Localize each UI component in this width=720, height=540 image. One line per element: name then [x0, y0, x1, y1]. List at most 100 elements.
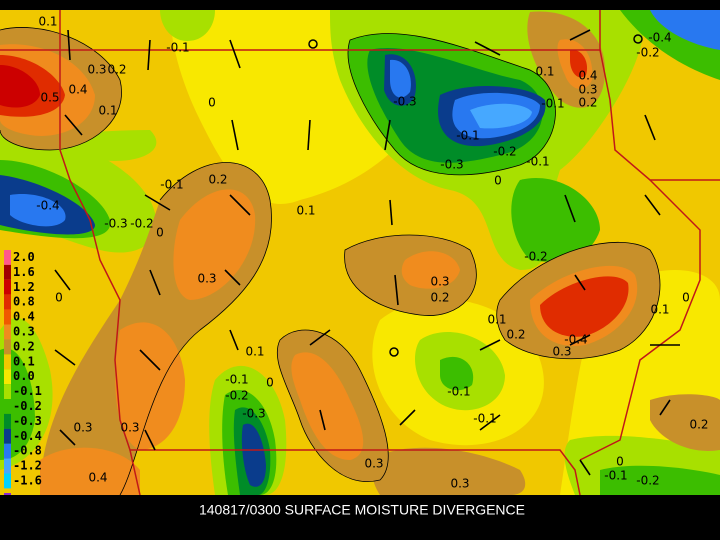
- contour-label: 0: [208, 96, 216, 110]
- zone: [0, 65, 40, 108]
- zone: [511, 178, 600, 262]
- legend-label: 0.3: [13, 324, 35, 338]
- legend-label: -1.2: [13, 459, 42, 473]
- contour-label: -0.1: [160, 178, 183, 192]
- zone: [600, 465, 720, 495]
- wind-barb: [64, 114, 83, 136]
- legend-swatch: [4, 384, 11, 399]
- isolines: [0, 27, 661, 496]
- state-border: [599, 49, 720, 181]
- contour-label: -0.2: [493, 145, 516, 159]
- contour-label: -0.2: [225, 389, 248, 403]
- state-borders: [0, 10, 720, 496]
- zone: [540, 276, 629, 337]
- wind-barb: [147, 39, 151, 71]
- contour-label: -0.2: [130, 217, 153, 231]
- wind-barb: [229, 39, 241, 69]
- legend-label: -0.2: [13, 399, 42, 413]
- contour-label: 0.2: [107, 63, 126, 77]
- contour-label: 0.3: [197, 272, 216, 286]
- contour-label: -0.1: [541, 97, 564, 111]
- wind-barb: [564, 194, 576, 223]
- wind-barb: [579, 459, 591, 476]
- contour-label: -0.3: [104, 217, 127, 231]
- contour-label: 0.3: [430, 275, 449, 289]
- contour-label: 0.4: [88, 471, 107, 485]
- wind-barb: [569, 29, 591, 41]
- contour-label: -0.1: [225, 373, 248, 387]
- contour-labels: 0.1 -0.1 0.3 0.2 0.5 0.4 0.1 0 -0.3 -0.1…: [36, 15, 708, 491]
- contour-label: 0.3: [364, 457, 383, 471]
- legend-swatch: [4, 413, 11, 429]
- wind-barb: [139, 349, 161, 371]
- zone: [160, 10, 215, 41]
- contour-label: -0.3: [393, 95, 416, 109]
- contour-label: 0.4: [68, 83, 87, 97]
- wind-barb: [394, 274, 399, 306]
- zone: [40, 447, 140, 495]
- isoline: [344, 234, 477, 316]
- calm-marker: [308, 39, 318, 49]
- legend-swatch: [4, 399, 11, 414]
- contour-label: 0.1: [245, 345, 264, 359]
- isoline: [276, 329, 389, 482]
- zone: [650, 10, 720, 50]
- wind-barb: [479, 339, 501, 351]
- contour-label: 0.1: [38, 15, 57, 29]
- wind-barb: [144, 194, 171, 211]
- contour-label: 0.1: [487, 313, 506, 327]
- wind-barb: [59, 429, 76, 446]
- legend-label: -0.3: [13, 414, 42, 428]
- contour-label: -0.4: [36, 199, 59, 213]
- contour-label: 0.3: [87, 63, 106, 77]
- contour-label: 0.2: [430, 291, 449, 305]
- calm-marker: [389, 347, 399, 357]
- legend-swatch: [4, 250, 11, 265]
- wind-barb: [229, 194, 251, 216]
- legend-swatch: [4, 369, 11, 385]
- state-border: [129, 449, 141, 496]
- legend-swatch: [4, 264, 11, 280]
- wind-barb: [644, 114, 656, 141]
- contour-label: -0.1: [473, 412, 496, 426]
- zone: [291, 352, 364, 460]
- isoline: [0, 27, 122, 151]
- wind-barb: [307, 119, 311, 151]
- legend-label: 0.4: [13, 310, 35, 324]
- legend-swatch: [4, 443, 11, 459]
- isoline: [496, 242, 661, 360]
- legend-label: -0.4: [13, 429, 42, 443]
- wind-barb: [574, 274, 586, 291]
- contour-label: 0: [682, 291, 690, 305]
- zone: [372, 447, 526, 495]
- contour-label: 0.1: [650, 303, 669, 317]
- contour-label: 0.4: [578, 69, 597, 83]
- contour-label: -0.1: [456, 129, 479, 143]
- wind-barb: [644, 194, 661, 216]
- legend-swatch: [4, 279, 11, 295]
- map-title: 140817/0300 SURFACE MOISTURE DIVERGENCE: [199, 502, 525, 518]
- wind-barb: [319, 409, 326, 431]
- contour-label: -0.1: [447, 385, 470, 399]
- legend-swatch: [4, 473, 11, 489]
- contour-label: -0.2: [636, 46, 659, 60]
- contour-label: -0.4: [648, 31, 671, 45]
- legend-swatch: [4, 309, 11, 325]
- zone: [10, 194, 66, 227]
- wind-barb: [569, 334, 591, 346]
- wind-barb: [474, 41, 501, 56]
- contour-label: -0.1: [166, 41, 189, 55]
- contour-label: -0.1: [604, 469, 627, 483]
- legend-label: -0.1: [13, 384, 42, 398]
- contour-label: -0.1: [526, 155, 549, 169]
- legend-label: 0.8: [13, 295, 35, 309]
- isoline: [119, 162, 272, 496]
- legend-swatch: [4, 324, 11, 340]
- legend-swatch: [4, 458, 11, 474]
- contour-label: 0.3: [552, 345, 571, 359]
- contour-label: 0.3: [578, 83, 597, 97]
- zone: [570, 49, 588, 78]
- wind-barb: [224, 269, 241, 286]
- legend-label: -0.8: [13, 444, 42, 458]
